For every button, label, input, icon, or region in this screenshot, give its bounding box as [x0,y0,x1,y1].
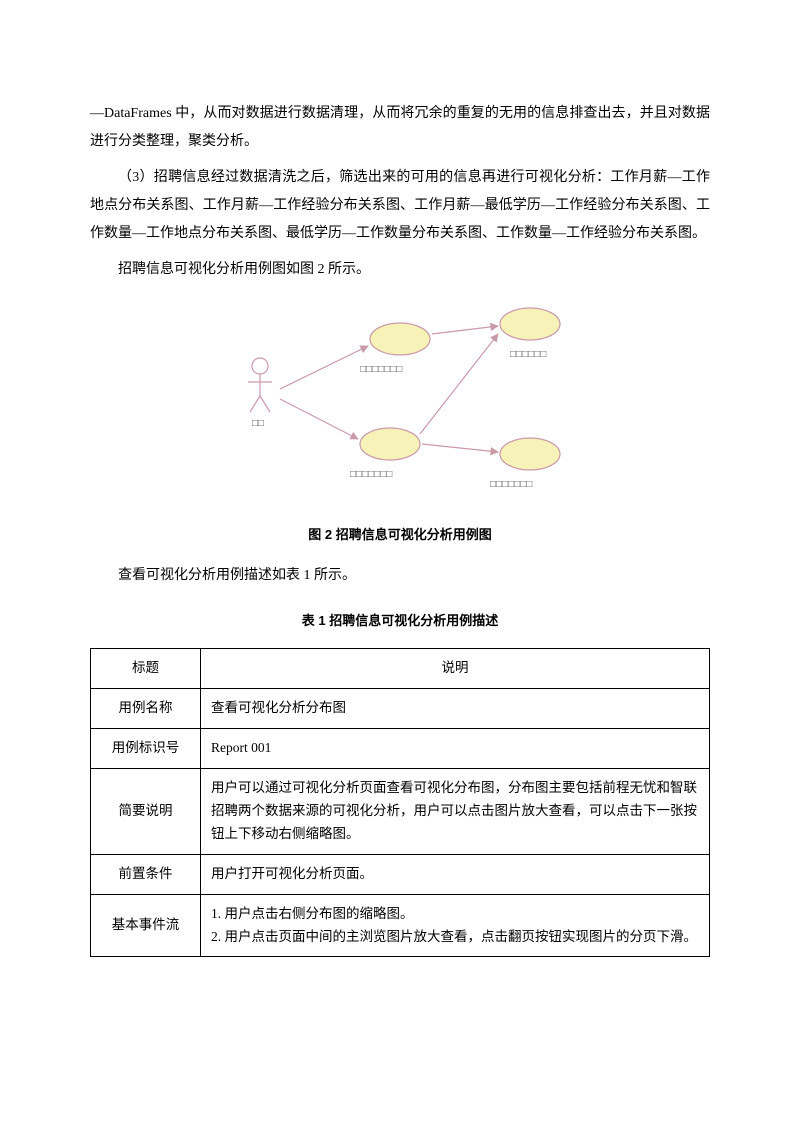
table-cell-value: Report 001 [201,728,710,768]
usecase-node-3 [500,438,560,470]
arrow-4 [422,444,498,452]
table-cell-value: 用户打开可视化分析页面。 [201,854,710,894]
actor-label: □□ [252,418,264,429]
paragraph-item-3: （3）招聘信息经过数据清洗之后，筛选出来的可用的信息再进行可视化分析：工作月薪—… [90,164,710,248]
table-cell-value: 查看可视化分析分布图 [201,688,710,728]
usecase-node-label-3: □□□□□□□ [490,479,532,490]
arrow-3 [420,334,498,434]
table-1-caption: 表 1 招聘信息可视化分析用例描述 [90,608,710,634]
table-cell-value: 用户可以通过可视化分析页面查看可视化分布图，分布图主要包括前程无忧和智联招聘两个… [201,768,710,854]
table-cell-value: 说明 [201,649,710,689]
usecase-node-label-1: □□□□□□□ [350,469,392,480]
table-row: 标题说明 [91,649,710,689]
table-row: 前置条件用户打开可视化分析页面。 [91,854,710,894]
use-case-diagram: □□□□□□□□□□□□□□□□□□□□□□□□□□□□□ [90,294,710,504]
usecase-node-1 [360,428,420,460]
usecase-node-2 [500,308,560,340]
table-cell-key: 用例名称 [91,688,201,728]
table-cell-key: 前置条件 [91,854,201,894]
table-row: 基本事件流1. 用户点击右侧分布图的缩略图。2. 用户点击页面中间的主浏览图片放… [91,894,710,957]
use-case-table: 标题说明用例名称查看可视化分析分布图用例标识号Report 001简要说明用户可… [90,648,710,957]
table-cell-value: 1. 用户点击右侧分布图的缩略图。2. 用户点击页面中间的主浏览图片放大查看，点… [201,894,710,957]
usecase-node-0 [370,323,430,355]
actor-head-icon [252,358,268,374]
table-row: 用例标识号Report 001 [91,728,710,768]
table-cell-key: 基本事件流 [91,894,201,957]
usecase-node-label-2: □□□□□□ [510,349,546,360]
paragraph-table-ref: 查看可视化分析用例描述如表 1 所示。 [90,562,710,590]
usecase-node-label-0: □□□□□□□ [360,364,402,375]
paragraph-continuation: —DataFrames 中，从而对数据进行数据清理，从而将冗余的重复的无用的信息… [90,100,710,156]
paragraph-fig-ref: 招聘信息可视化分析用例图如图 2 所示。 [90,256,710,284]
figure-2-caption: 图 2 招聘信息可视化分析用例图 [90,522,710,548]
arrow-0 [280,346,368,389]
table-cell-key: 用例标识号 [91,728,201,768]
table-row: 简要说明用户可以通过可视化分析页面查看可视化分布图，分布图主要包括前程无忧和智联… [91,768,710,854]
arrow-2 [432,326,498,334]
table-row: 用例名称查看可视化分析分布图 [91,688,710,728]
table-cell-key: 简要说明 [91,768,201,854]
table-cell-key: 标题 [91,649,201,689]
arrow-1 [280,399,358,439]
